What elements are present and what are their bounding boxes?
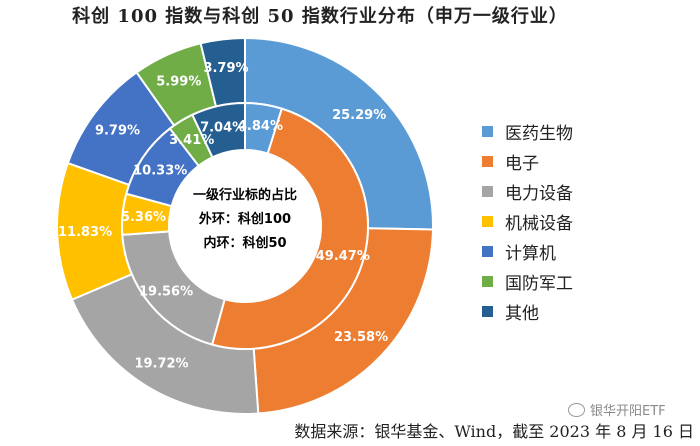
outer-value-label-3: 11.83% — [58, 225, 112, 240]
legend-label: 电子 — [505, 153, 539, 174]
outer-value-label-1: 23.58% — [334, 330, 388, 345]
legend-item: 计算机 — [482, 236, 632, 266]
legend-item: 医药生物 — [482, 116, 632, 146]
legend-item: 国防军工 — [482, 266, 632, 296]
inner-value-label-6: 7.04% — [200, 120, 245, 135]
legend-label: 机械设备 — [505, 213, 573, 234]
value-labels: 25.29% 23.58% 19.72% 11.83% 9.79% 5.99%3.79% 4… — [58, 61, 388, 371]
inner-value-label-5: 3.41% — [169, 133, 214, 148]
outer-value-label-6: 3.79% — [203, 61, 248, 76]
legend-label: 计算机 — [505, 243, 556, 264]
outer-value-label-5: 5.99% — [156, 74, 201, 89]
chart-title: 科创 100 指数与科创 50 指数行业分布（申万一级行业） — [72, 6, 568, 27]
inner-value-label-4: 10.33% — [133, 163, 187, 178]
source-note: 数据来源：银华基金、Wind，截至 2023 年 8 月 16 日 — [294, 422, 694, 441]
legend-swatch — [482, 155, 493, 167]
legend-swatch — [482, 305, 493, 317]
legend-swatch — [482, 275, 493, 287]
inner-slice-1 — [210, 107, 370, 350]
inner-value-label-2: 19.56% — [139, 285, 193, 300]
inner-ring — [121, 101, 370, 350]
legend-item: 机械设备 — [482, 206, 632, 236]
outer-ring — [56, 36, 434, 415]
center-label-outer: 外环：科创100 — [198, 211, 291, 227]
legend-label: 其他 — [505, 303, 539, 324]
inner-value-label-0: 4.84% — [238, 119, 283, 134]
watermark-text: 银华开阳ETF — [590, 404, 666, 419]
outer-value-label-2: 19.72% — [134, 356, 188, 371]
legend-swatch — [482, 245, 493, 257]
legend-item: 电子 — [482, 146, 632, 176]
legend-swatch — [482, 215, 493, 227]
center-text: 一级行业标的占比 外环：科创100 内环：科创50 — [193, 187, 297, 251]
watermark: 银华开阳ETF — [568, 400, 666, 419]
legend-label: 电力设备 — [505, 183, 573, 204]
legend-label: 医药生物 — [505, 123, 573, 144]
outer-value-label-0: 25.29% — [332, 108, 386, 123]
inner-value-label-1: 49.47% — [316, 249, 370, 264]
legend-item: 电力设备 — [482, 176, 632, 206]
legend-label: 国防军工 — [505, 273, 573, 294]
legend-swatch — [482, 125, 493, 137]
legend-swatch — [482, 185, 493, 197]
inner-value-label-3: 5.36% — [121, 210, 166, 225]
outer-value-label-4: 9.79% — [95, 123, 140, 138]
legend: 医药生物电子电力设备机械设备计算机国防军工其他 — [482, 116, 632, 326]
center-label-heading: 一级行业标的占比 — [193, 187, 297, 203]
legend-item: 其他 — [482, 296, 632, 326]
center-label-inner: 内环：科创50 — [203, 235, 286, 251]
wechat-icon — [568, 402, 585, 417]
inner-slice-6 — [191, 101, 246, 159]
